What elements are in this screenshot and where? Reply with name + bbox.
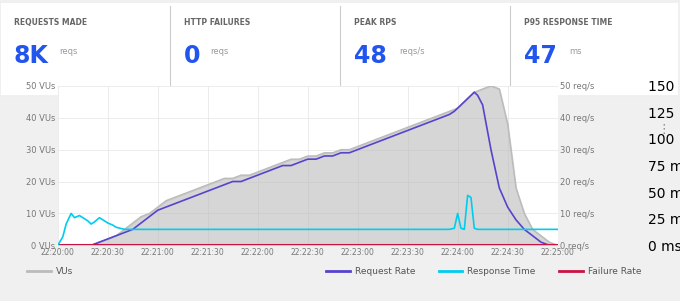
Text: P95 RESPONSE TIME: P95 RESPONSE TIME [524, 18, 612, 27]
Text: HTTP FAILURES: HTTP FAILURES [184, 18, 250, 27]
Text: Response Time: Response Time [467, 267, 536, 276]
Text: ⋮: ⋮ [658, 123, 670, 136]
Text: VUs: VUs [56, 267, 73, 276]
Text: Request Rate: Request Rate [355, 267, 415, 276]
Text: reqs: reqs [210, 47, 228, 56]
Text: 47: 47 [524, 44, 556, 68]
Text: reqs/s: reqs/s [400, 47, 425, 56]
Text: reqs: reqs [60, 47, 78, 56]
Text: 0: 0 [184, 44, 200, 68]
Text: 8K: 8K [14, 44, 48, 68]
Text: REQUESTS MADE: REQUESTS MADE [14, 18, 87, 27]
Text: ms: ms [570, 47, 582, 56]
Text: 48: 48 [354, 44, 386, 68]
FancyBboxPatch shape [1, 3, 678, 95]
Text: Failure Rate: Failure Rate [588, 267, 641, 276]
Text: PEAK RPS: PEAK RPS [354, 18, 396, 27]
